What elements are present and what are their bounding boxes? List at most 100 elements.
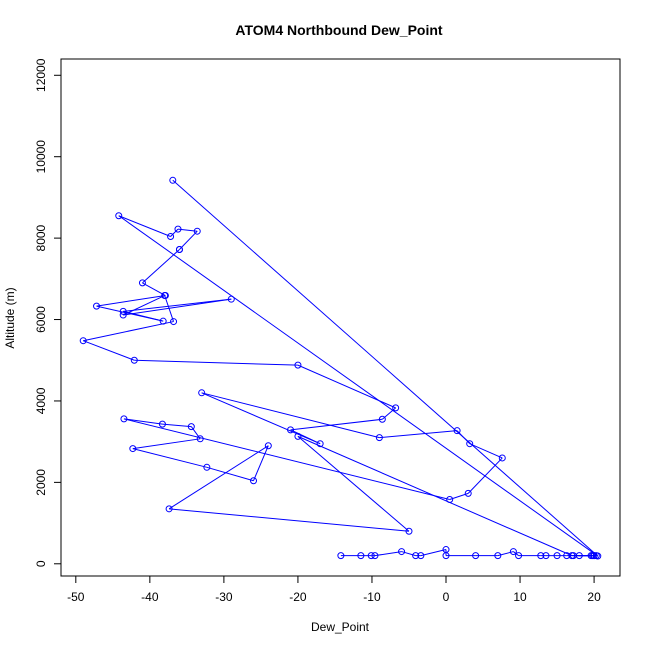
series-segment	[142, 249, 180, 284]
data-point	[93, 302, 101, 310]
series-segment	[164, 295, 175, 322]
series-segment	[132, 438, 201, 450]
y-axis-label: Altitude (m)	[3, 287, 17, 348]
series-segment	[118, 215, 171, 237]
series-segment	[123, 298, 232, 316]
data-point	[167, 232, 175, 240]
y-tick-label: 4000	[34, 387, 48, 414]
data-point	[553, 552, 561, 560]
data-point	[316, 440, 324, 448]
series-points	[79, 176, 602, 560]
data-point	[294, 432, 302, 440]
x-axis-label: Dew_Point	[311, 620, 370, 634]
series-segment	[172, 179, 599, 557]
data-point	[592, 552, 600, 560]
data-point	[446, 495, 454, 503]
data-point	[169, 176, 177, 184]
data-point	[375, 434, 383, 442]
data-point	[250, 477, 258, 485]
data-point	[165, 505, 173, 513]
data-point	[159, 317, 167, 325]
data-point	[120, 415, 128, 423]
series-segment	[83, 340, 135, 361]
series-segment	[201, 392, 380, 439]
series-segment	[297, 435, 573, 557]
data-point	[367, 552, 375, 560]
data-point	[563, 552, 571, 560]
x-axis: -50 -40 -30 -20 -10 0 10 20	[67, 575, 601, 604]
series-segment	[290, 418, 383, 431]
series-segment	[467, 457, 503, 494]
series-lines	[83, 179, 599, 557]
data-point	[466, 440, 474, 448]
data-point	[453, 427, 461, 435]
data-point	[405, 527, 413, 535]
data-point	[130, 356, 138, 364]
chart-title: ATOM4 Northbound Dew_Point	[235, 22, 442, 38]
data-point	[203, 463, 211, 471]
data-point	[392, 404, 400, 412]
x-tick-label: -40	[141, 590, 159, 604]
series-segment	[297, 364, 396, 409]
data-point	[115, 212, 123, 220]
x-tick-label: -20	[289, 590, 307, 604]
x-tick-label: -30	[215, 590, 233, 604]
data-point	[227, 295, 235, 303]
series-segment	[168, 445, 269, 510]
series-segment	[123, 298, 232, 312]
data-point	[590, 552, 598, 560]
data-point	[472, 552, 480, 560]
series-segment	[469, 443, 503, 459]
series-segment	[179, 230, 198, 250]
series-segment	[122, 295, 165, 316]
y-tick-label: 10000	[34, 140, 48, 174]
data-point	[198, 389, 206, 397]
data-point	[542, 552, 550, 560]
x-tick-label: 0	[443, 590, 450, 604]
data-point	[287, 426, 295, 434]
series-segment	[132, 448, 207, 468]
series-segment	[123, 310, 164, 322]
data-point	[515, 552, 523, 560]
data-point	[264, 442, 272, 450]
data-point	[129, 445, 137, 453]
data-point	[569, 552, 577, 560]
data-point	[119, 311, 127, 319]
series-segment	[253, 445, 269, 481]
series-segment	[162, 423, 192, 428]
data-point	[537, 552, 545, 560]
data-point	[193, 227, 201, 235]
data-point	[442, 546, 450, 554]
x-tick-label: -50	[67, 590, 85, 604]
data-point	[294, 361, 302, 369]
x-tick-label: 20	[587, 590, 601, 604]
series-segment	[401, 551, 416, 557]
data-point	[357, 552, 365, 560]
x-tick-label: 10	[513, 590, 527, 604]
data-point	[119, 307, 127, 315]
series-segment	[190, 426, 201, 440]
x-tick-label: -10	[363, 590, 381, 604]
series-segment	[142, 282, 166, 296]
series-segment	[123, 418, 450, 500]
series-segment	[134, 359, 298, 366]
data-point	[174, 225, 182, 233]
y-tick-label: 2000	[34, 469, 48, 496]
data-point	[587, 552, 595, 560]
y-axis: 0 2000 4000 6000 8000 10000 12000	[34, 58, 62, 567]
y-tick-label: 12000	[34, 58, 48, 92]
y-tick-label: 0	[34, 560, 48, 567]
data-point	[412, 552, 420, 560]
data-point	[464, 489, 472, 497]
series-segment	[374, 551, 402, 557]
data-point	[417, 552, 425, 560]
data-point	[371, 552, 379, 560]
data-point	[187, 423, 195, 431]
series-segment	[206, 466, 254, 482]
series-segment	[297, 435, 410, 532]
data-point	[337, 552, 345, 560]
data-point	[158, 420, 166, 428]
series-segment	[169, 508, 410, 532]
series-segment	[379, 430, 458, 439]
